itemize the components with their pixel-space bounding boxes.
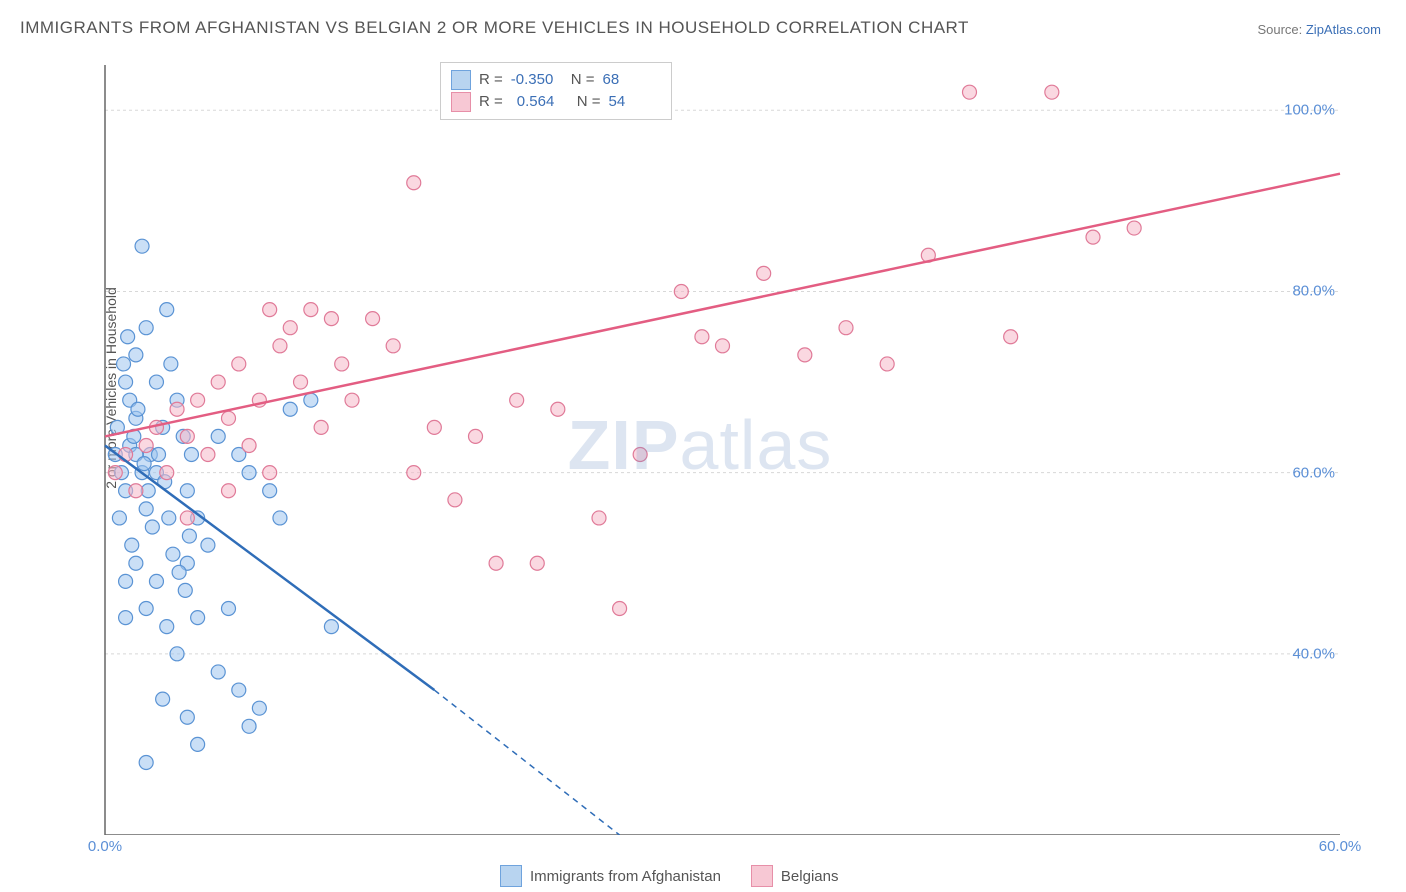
source-link[interactable]: ZipAtlas.com	[1306, 22, 1381, 37]
ytick-label: 40.0%	[1292, 645, 1335, 662]
legend-row-series2: R = 0.564 N = 54	[451, 91, 661, 113]
legend-bottom-swatch-2	[751, 865, 773, 887]
legend-swatch-series2	[451, 92, 471, 112]
xtick-label: 0.0%	[88, 838, 122, 855]
legend-item-series2: Belgians	[751, 865, 839, 887]
source-prefix: Source:	[1257, 22, 1305, 37]
chart-area: ZIPatlas 40.0%60.0%80.0%100.0%0.0%60.0%	[50, 55, 1350, 835]
r-label-2: R =	[479, 91, 503, 113]
legend-row-series1: R = -0.350 N = 68	[451, 69, 661, 91]
legend-label-series1: Immigrants from Afghanistan	[530, 868, 721, 885]
n-label-2: N =	[577, 91, 601, 113]
r-label-1: R =	[479, 69, 503, 91]
r-value-2: 0.564	[511, 91, 569, 113]
legend-series-box: Immigrants from Afghanistan Belgians	[500, 865, 838, 887]
ytick-label: 80.0%	[1292, 283, 1335, 300]
n-value-1: 68	[603, 69, 655, 91]
ytick-label: 100.0%	[1284, 102, 1335, 119]
legend-bottom-swatch-1	[500, 865, 522, 887]
legend-swatch-series1	[451, 70, 471, 90]
r-value-1: -0.350	[511, 69, 563, 91]
source-attribution: Source: ZipAtlas.com	[1257, 22, 1381, 37]
plot-svg	[50, 55, 1350, 835]
n-label-1: N =	[571, 69, 595, 91]
n-value-2: 54	[609, 91, 661, 113]
legend-correlation-box: R = -0.350 N = 68 R = 0.564 N = 54	[440, 62, 672, 120]
xtick-label: 60.0%	[1319, 838, 1362, 855]
ytick-label: 60.0%	[1292, 464, 1335, 481]
chart-title: IMMIGRANTS FROM AFGHANISTAN VS BELGIAN 2…	[20, 18, 969, 38]
legend-item-series1: Immigrants from Afghanistan	[500, 865, 721, 887]
legend-label-series2: Belgians	[781, 868, 839, 885]
